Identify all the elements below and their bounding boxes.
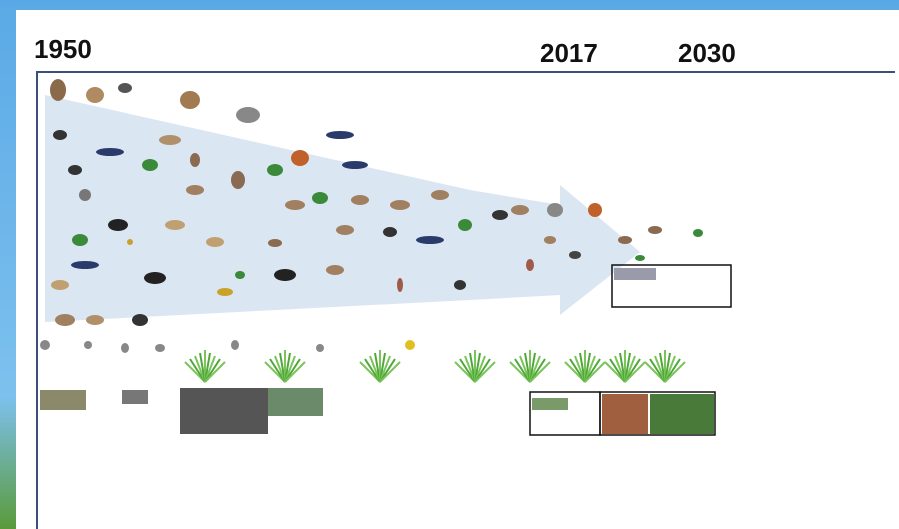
animal bbox=[186, 185, 204, 195]
year-label: 2017 bbox=[540, 38, 598, 68]
animal bbox=[416, 236, 444, 244]
animal bbox=[86, 87, 104, 103]
animal bbox=[454, 280, 466, 290]
animal bbox=[316, 344, 324, 352]
animal bbox=[71, 261, 99, 269]
animal bbox=[84, 341, 92, 349]
animal bbox=[72, 234, 88, 246]
animal bbox=[291, 150, 309, 166]
animal bbox=[274, 269, 296, 281]
animal bbox=[458, 219, 472, 231]
animal bbox=[142, 159, 158, 171]
animal bbox=[492, 210, 508, 220]
animal bbox=[267, 164, 283, 176]
animal bbox=[326, 265, 344, 275]
animal bbox=[511, 205, 529, 215]
animal bbox=[390, 200, 410, 210]
animal bbox=[383, 227, 397, 237]
animal bbox=[693, 229, 703, 237]
animal bbox=[50, 79, 66, 101]
animal bbox=[79, 189, 91, 201]
animal bbox=[351, 195, 369, 205]
animal bbox=[635, 255, 645, 261]
animal bbox=[336, 225, 354, 235]
photo bbox=[180, 388, 268, 434]
animal bbox=[588, 203, 602, 217]
animal bbox=[526, 259, 534, 271]
animal bbox=[127, 239, 133, 245]
photo bbox=[650, 394, 714, 434]
animal bbox=[68, 165, 82, 175]
animal bbox=[547, 203, 563, 217]
animal bbox=[268, 239, 282, 247]
slide: 1950 2017 2030 bbox=[0, 0, 899, 529]
animal bbox=[190, 153, 200, 167]
animal bbox=[40, 340, 50, 350]
animal bbox=[165, 220, 185, 230]
animal bbox=[155, 344, 165, 352]
animal bbox=[285, 200, 305, 210]
year-label: 2030 bbox=[678, 38, 736, 68]
animal bbox=[648, 226, 662, 234]
animal bbox=[86, 315, 104, 325]
animal bbox=[132, 314, 148, 326]
animal bbox=[96, 148, 124, 156]
animal bbox=[217, 288, 233, 296]
animal bbox=[544, 236, 556, 244]
animal bbox=[312, 192, 328, 204]
animal bbox=[397, 278, 403, 292]
year-label: 1950 bbox=[34, 34, 92, 64]
animal bbox=[118, 83, 132, 93]
animal bbox=[206, 237, 224, 247]
animal bbox=[159, 135, 181, 145]
photo bbox=[40, 390, 86, 410]
animal bbox=[431, 190, 449, 200]
photo bbox=[614, 268, 656, 280]
animal bbox=[51, 280, 69, 290]
animal bbox=[235, 271, 245, 279]
animal bbox=[618, 236, 632, 244]
animal bbox=[53, 130, 67, 140]
photo bbox=[122, 390, 148, 404]
animal bbox=[231, 171, 245, 189]
photo bbox=[268, 388, 323, 416]
animal bbox=[144, 272, 166, 284]
photo bbox=[532, 398, 568, 410]
animal bbox=[236, 107, 260, 123]
animal bbox=[231, 340, 239, 350]
animal bbox=[108, 219, 128, 231]
page: 1950 2017 2030 (() => { const data = JSO… bbox=[0, 0, 899, 529]
animal bbox=[121, 343, 129, 353]
animal bbox=[326, 131, 354, 139]
animal bbox=[405, 340, 415, 350]
photo bbox=[602, 394, 648, 434]
animal bbox=[55, 314, 75, 326]
animal bbox=[180, 91, 200, 109]
animal bbox=[342, 161, 368, 169]
animal bbox=[569, 251, 581, 259]
